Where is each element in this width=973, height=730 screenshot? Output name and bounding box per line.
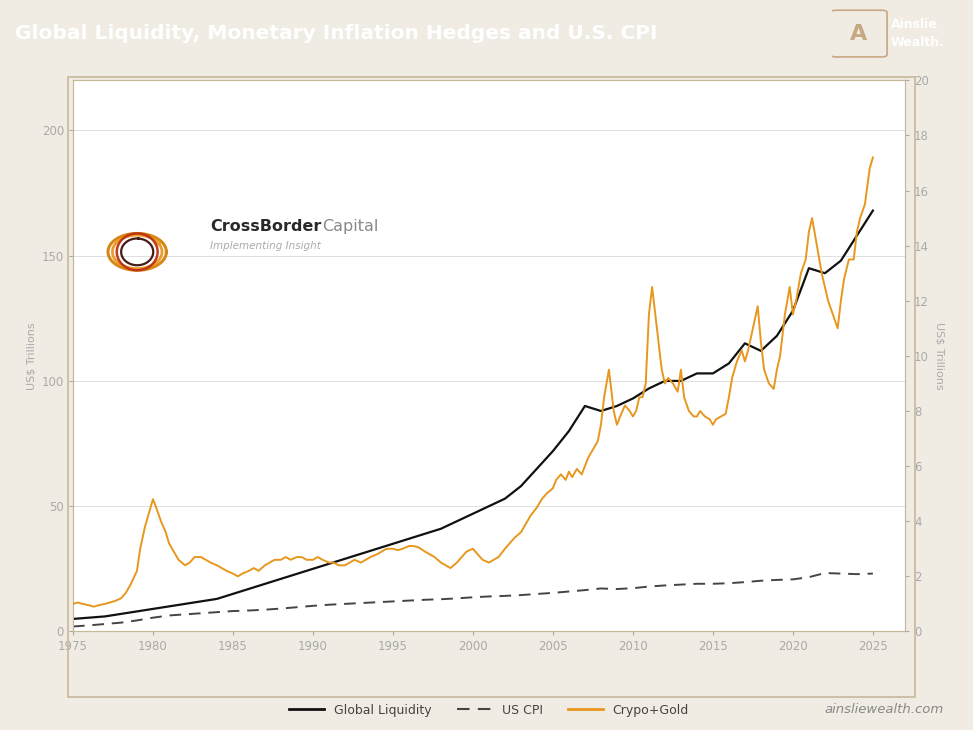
Text: Global Liquidity, Monetary Inflation Hedges and U.S. CPI: Global Liquidity, Monetary Inflation Hed… — [15, 24, 657, 43]
Text: Ainslie: Ainslie — [891, 18, 938, 31]
Y-axis label: US$ Trillions: US$ Trillions — [934, 322, 945, 390]
Text: Implementing Insight: Implementing Insight — [210, 241, 321, 250]
Text: Capital: Capital — [323, 219, 378, 234]
Text: A: A — [849, 23, 867, 44]
Legend: Global Liquidity, US CPI, Crypo+Gold: Global Liquidity, US CPI, Crypo+Gold — [284, 699, 694, 722]
Text: ainsliewealth.com: ainsliewealth.com — [824, 703, 944, 716]
Y-axis label: US$ Trillions: US$ Trillions — [26, 322, 36, 390]
Text: Wealth.: Wealth. — [891, 36, 945, 49]
Text: CrossBorder: CrossBorder — [210, 219, 322, 234]
